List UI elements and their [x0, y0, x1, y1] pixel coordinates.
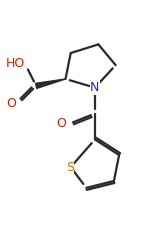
Text: O: O	[6, 97, 16, 110]
Text: O: O	[56, 117, 66, 130]
Text: HO: HO	[6, 57, 25, 70]
Polygon shape	[36, 79, 66, 88]
Text: S: S	[66, 161, 74, 175]
Text: N: N	[90, 81, 100, 94]
